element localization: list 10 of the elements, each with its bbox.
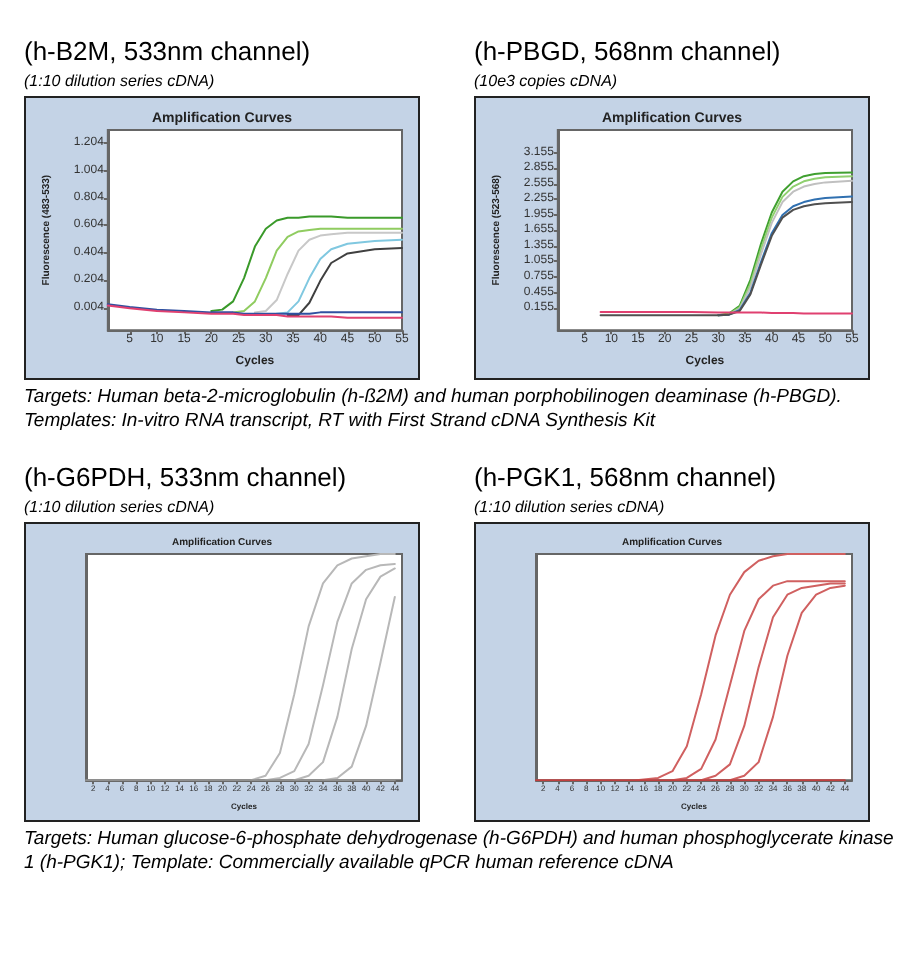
chart-subtitle: (1:10 dilution series cDNA) bbox=[24, 72, 217, 90]
chart-title: (h-PGK1, 568nm channel) bbox=[474, 462, 779, 492]
chart-subtitle: (10e3 copies cDNA) bbox=[474, 72, 620, 90]
chart-title: (h-PBGD, 568nm channel) bbox=[474, 36, 783, 66]
chart-title: (h-G6PDH, 533nm channel) bbox=[24, 462, 349, 492]
text: Targets: Human glucose-6-phosphate dehydrogenase (h-G6PDH) and human phosphoglycerate kinase 1 (h-PGK1); Template: Commercially available qPCR human reference cDNA bbox=[24, 828, 896, 876]
text: Targets: Human beta-2-microglobulin (h-ß2M) and human porphobilinogen deaminase (h-PBGD). Templates: In-vitro RNA transcript, RT with First Strand cDNA Synthesis Kit bbox=[24, 386, 844, 434]
chart-subtitle: (1:10 dilution series cDNA) bbox=[474, 498, 667, 516]
chart-subtitle: (1:10 dilution series cDNA) bbox=[24, 498, 217, 516]
chart-title: (h-B2M, 533nm channel) bbox=[24, 36, 313, 66]
